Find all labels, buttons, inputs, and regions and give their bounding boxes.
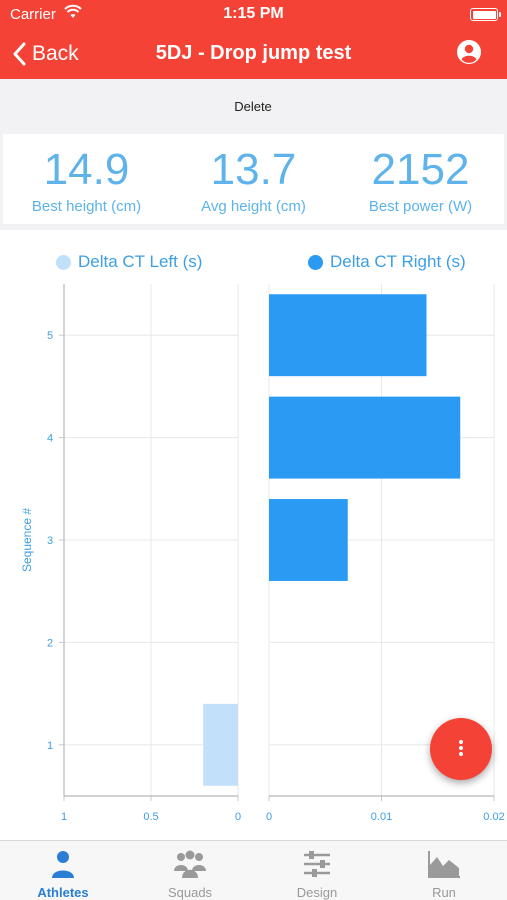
legend-label: Delta CT Left (s) bbox=[78, 252, 203, 271]
y-tick-label: 4 bbox=[47, 433, 53, 445]
legend-swatch bbox=[56, 254, 71, 270]
bar-right bbox=[269, 294, 427, 377]
chart-area: Delta CT Left (s) Delta CT Right (s) 1 0.… bbox=[0, 230, 507, 840]
stat-best-power: 2152 Best power (W) bbox=[337, 134, 504, 215]
x-tick-label: 0 bbox=[266, 811, 272, 823]
more-actions-button[interactable] bbox=[430, 718, 492, 780]
clock: 1:15 PM bbox=[223, 5, 284, 22]
actions-row: Delete bbox=[0, 80, 507, 130]
bar-left bbox=[203, 703, 238, 786]
y-tick-label: 5 bbox=[47, 330, 53, 342]
stat-label: Best power (W) bbox=[368, 198, 473, 215]
tab-label: Squads bbox=[167, 885, 213, 900]
y-tick-label: 1 bbox=[47, 740, 53, 752]
sliders-icon bbox=[304, 851, 330, 877]
area-chart-icon bbox=[428, 851, 460, 878]
squad-icon bbox=[174, 850, 206, 878]
tab-label: Run bbox=[432, 885, 456, 900]
stat-label: Best height (cm) bbox=[31, 198, 142, 215]
legend-label: Delta CT Right (s) bbox=[330, 252, 466, 271]
stat-value: 13.7 bbox=[210, 145, 297, 194]
legend-item-left: Delta CT Left (s) bbox=[56, 252, 202, 272]
x-tick-label: 1 bbox=[61, 811, 67, 823]
back-label: Back bbox=[32, 42, 79, 65]
battery-tip bbox=[499, 12, 501, 17]
stat-label: Avg height (cm) bbox=[201, 198, 306, 215]
stat-value: 14.9 bbox=[43, 145, 130, 194]
chart: 1 0.5 0 0 0.01 0.02 1 2 3 4 5 Sequence # bbox=[20, 284, 505, 823]
tab-label: Design bbox=[296, 885, 338, 900]
y-axis-title: Sequence # bbox=[20, 508, 34, 572]
tab-run[interactable]: Run bbox=[381, 841, 507, 900]
account-icon[interactable] bbox=[455, 38, 483, 66]
y-tick-label: 3 bbox=[47, 535, 53, 547]
chevron-left-icon bbox=[13, 42, 26, 66]
bar-right bbox=[269, 396, 461, 479]
tab-athletes[interactable]: Athletes bbox=[0, 841, 126, 900]
battery-icon bbox=[470, 8, 498, 21]
tab-label: Athletes bbox=[37, 885, 89, 900]
x-tick-label: 0.01 bbox=[371, 811, 392, 823]
tab-bar: Athletes Squads Design Run bbox=[0, 840, 507, 900]
carrier-label: Carrier bbox=[10, 6, 56, 23]
delete-button[interactable]: Delete bbox=[203, 95, 303, 117]
legend-swatch bbox=[308, 254, 323, 270]
x-tick-label: 0 bbox=[235, 811, 241, 823]
athlete-icon bbox=[52, 851, 74, 878]
tab-squads[interactable]: Squads bbox=[127, 841, 253, 900]
stat-value: 2152 bbox=[371, 145, 470, 194]
stat-avg-height: 13.7 Avg height (cm) bbox=[170, 134, 337, 215]
x-tick-label: 0.5 bbox=[143, 811, 158, 823]
tab-design[interactable]: Design bbox=[254, 841, 380, 900]
stats-card: 14.9 Best height (cm) 13.7 Avg height (c… bbox=[3, 134, 504, 224]
x-tick-label: 0.02 bbox=[483, 811, 504, 823]
bar-right bbox=[269, 499, 348, 581]
legend-item-right: Delta CT Right (s) bbox=[308, 252, 466, 272]
wifi-icon bbox=[64, 4, 82, 18]
y-tick-label: 2 bbox=[47, 637, 53, 649]
stat-best-height: 14.9 Best height (cm) bbox=[3, 134, 170, 215]
navigation-bar: Back 5DJ - Drop jump test bbox=[0, 30, 507, 79]
status-bar: Carrier 1:15 PM bbox=[0, 0, 507, 30]
back-button[interactable]: Back bbox=[12, 38, 79, 70]
more-vertical-icon bbox=[458, 740, 464, 758]
